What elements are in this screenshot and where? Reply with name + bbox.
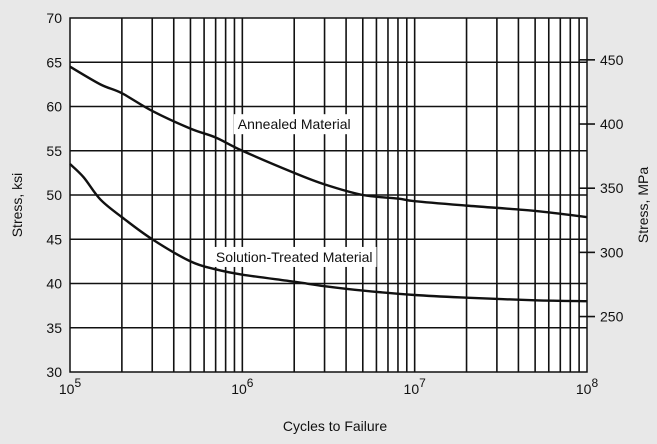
annotation-layer: Annealed Material Solution-Treated Materi… [211,114,377,267]
x-tick-label: 107 [404,376,427,397]
y-axis-title-left: Stress, ksi [9,173,25,238]
x-tick-label: 105 [59,376,82,397]
y-tick-label-left: 60 [46,99,62,115]
right-y-axis: 250 300 350 400 450 [579,52,624,325]
annotation-annealed: Annealed Material [233,114,355,135]
y-axis-title-right: Stress, MPa [635,167,651,243]
y-tick-label-left: 70 [46,10,62,26]
y-tick-label-right: 350 [600,180,624,196]
y-tick-label-right: 300 [600,244,624,260]
y-tick-label-left: 30 [46,364,62,380]
y-tick-label-right: 450 [600,52,624,68]
annotation-bg [211,246,377,267]
series-layer [69,65,588,303]
x-tick-label: 106 [231,376,254,397]
y-tick-label-left: 50 [46,187,62,203]
x-axis: 105 106 107 108 [59,376,599,397]
y-tick-label-left: 65 [46,54,62,70]
y-tick-label-left: 35 [46,320,62,336]
series-line-annealed [69,65,588,219]
y-tick-label-right: 250 [600,309,624,325]
annotation-label: Solution-Treated Material [216,249,373,265]
left-y-axis: 30 35 40 45 50 55 60 65 70 [46,10,62,380]
series-line-solution-treated [69,163,588,303]
x-axis-title: Cycles to Failure [283,418,387,434]
annotation-label: Annealed Material [238,116,351,132]
annotation-solution-treated: Solution-Treated Material [211,246,377,267]
annotation-bg [233,114,355,135]
y-tick-label-left: 55 [46,143,62,159]
y-tick-label-right: 400 [600,116,624,132]
y-tick-label-left: 40 [46,276,62,292]
x-tick-label: 108 [576,376,599,397]
y-tick-label-left: 45 [46,231,62,247]
